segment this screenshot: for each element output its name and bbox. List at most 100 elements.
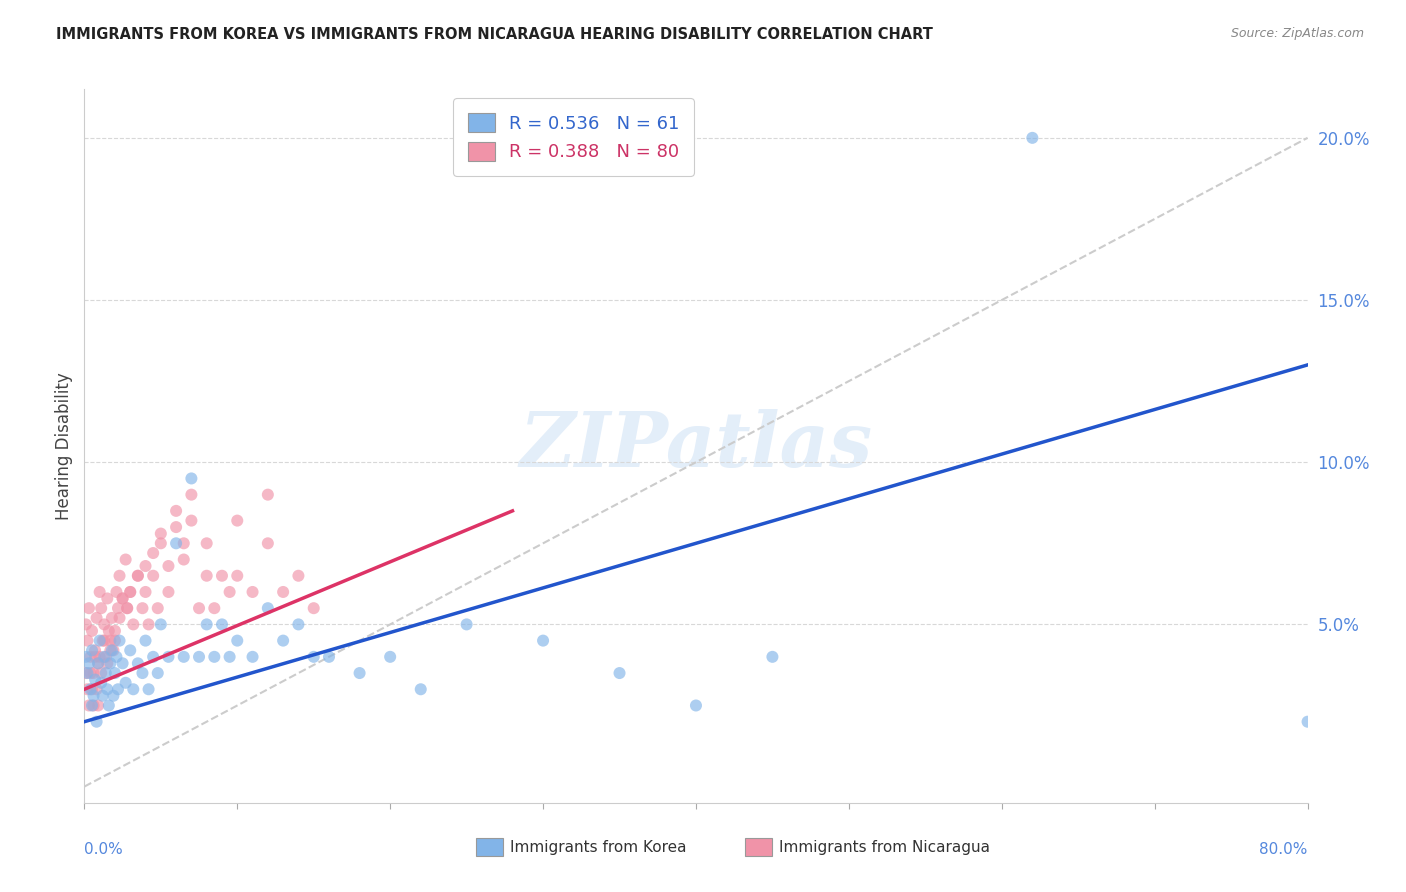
Point (157, 559, 180, 574)
Point (456, 617, 478, 632)
Text: 80.0%: 80.0% (1260, 842, 1308, 857)
Point (149, 617, 172, 632)
Point (115, 601, 138, 615)
Point (218, 649, 240, 664)
Point (111, 591, 134, 606)
Point (114, 552, 136, 566)
Point (108, 568, 131, 582)
Point (142, 649, 165, 664)
Point (103, 643, 125, 657)
Point (115, 601, 138, 615)
Point (98, 657, 121, 671)
Point (108, 633, 131, 648)
Point (120, 643, 142, 657)
Point (83, 698, 105, 713)
Point (80, 643, 103, 657)
Point (87, 657, 110, 671)
Point (83, 666, 105, 681)
Point (135, 559, 157, 574)
Point (173, 536, 195, 550)
Point (195, 617, 218, 632)
Point (77, 601, 100, 615)
Text: IMMIGRANTS FROM KOREA VS IMMIGRANTS FROM NICARAGUA HEARING DISABILITY CORRELATIO: IMMIGRANTS FROM KOREA VS IMMIGRANTS FROM… (56, 27, 934, 42)
Point (257, 488, 280, 502)
Point (138, 682, 160, 697)
Point (98, 633, 121, 648)
Point (101, 643, 124, 657)
Point (76, 682, 98, 697)
Point (104, 624, 127, 638)
Text: Immigrants from Korea: Immigrants from Korea (510, 839, 686, 855)
Point (89, 585, 111, 599)
Point (380, 649, 402, 664)
Point (761, 649, 783, 664)
Point (97, 624, 120, 638)
Point (91, 689, 114, 703)
Point (149, 536, 172, 550)
Point (111, 657, 134, 671)
Point (114, 675, 136, 690)
Point (127, 568, 149, 582)
Point (257, 536, 280, 550)
Point (146, 601, 169, 615)
Point (94, 649, 117, 664)
Point (75, 617, 97, 632)
Point (257, 601, 280, 615)
Y-axis label: Hearing Disability: Hearing Disability (55, 372, 73, 520)
Point (131, 601, 153, 615)
Point (83, 689, 105, 703)
Point (96, 682, 118, 697)
Point (202, 601, 225, 615)
Point (226, 514, 249, 528)
Point (76, 666, 98, 681)
Point (84, 649, 107, 664)
Point (242, 649, 264, 664)
Point (302, 601, 325, 615)
Point (111, 591, 134, 606)
Point (86, 682, 108, 697)
FancyBboxPatch shape (745, 838, 772, 856)
Point (127, 657, 149, 671)
Point (75, 666, 97, 681)
Text: Immigrants from Nicaragua: Immigrants from Nicaragua (779, 839, 990, 855)
Point (211, 617, 233, 632)
Point (91, 633, 114, 648)
Point (180, 488, 202, 502)
Point (84, 673, 107, 687)
Point (157, 649, 180, 664)
Point (318, 649, 340, 664)
Point (165, 536, 187, 550)
Point (80, 682, 103, 697)
Point (1296, 714, 1319, 729)
Point (685, 698, 707, 713)
Point (131, 666, 153, 681)
Point (86, 714, 108, 729)
Legend: R = 0.536   N = 61, R = 0.388   N = 80: R = 0.536 N = 61, R = 0.388 N = 80 (453, 98, 695, 176)
Point (80, 698, 103, 713)
Point (218, 585, 240, 599)
Point (165, 520, 187, 534)
Point (87, 698, 110, 713)
Point (609, 666, 631, 681)
Point (138, 617, 160, 632)
Point (1021, 131, 1043, 145)
Point (157, 585, 180, 599)
Point (242, 585, 264, 599)
Point (271, 585, 294, 599)
Point (79, 649, 101, 664)
Point (93, 617, 115, 632)
Point (75, 649, 97, 664)
Point (89, 649, 111, 664)
Point (287, 617, 309, 632)
Point (79, 682, 101, 697)
Point (105, 585, 128, 599)
Point (271, 633, 294, 648)
Point (96, 591, 118, 606)
Point (146, 666, 169, 681)
Point (93, 633, 115, 648)
Point (108, 611, 131, 625)
Point (101, 611, 124, 625)
Point (165, 504, 187, 518)
Point (211, 568, 233, 582)
Text: Source: ZipAtlas.com: Source: ZipAtlas.com (1230, 27, 1364, 40)
